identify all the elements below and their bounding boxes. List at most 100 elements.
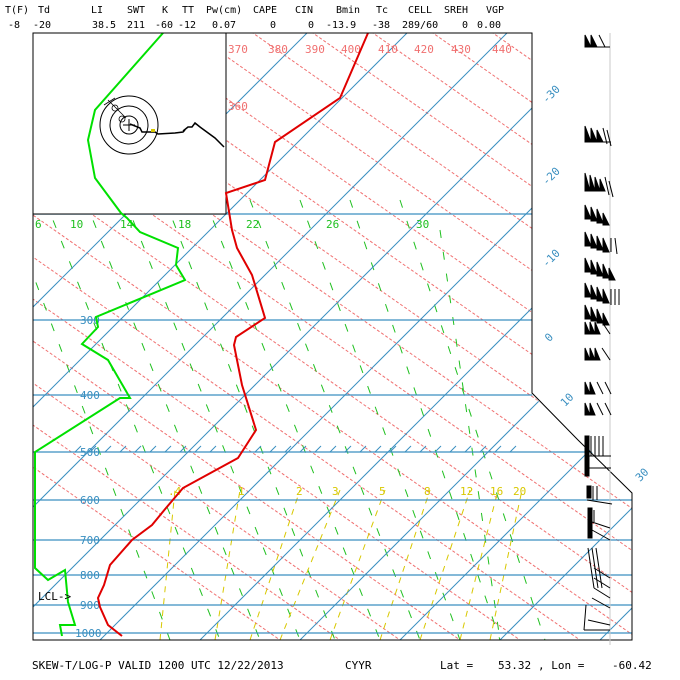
chart-title: SKEW-T/LOG-P VALID 1200 UTC 12/22/2013 <box>32 659 284 672</box>
label-cell: CELL <box>408 5 433 16</box>
wind-barb <box>584 34 610 48</box>
hodograph-trace <box>129 121 225 148</box>
svg-text:-30: -30 <box>540 83 563 106</box>
hodograph-ring-3 <box>99 95 159 155</box>
svg-text:430: 430 <box>451 43 471 56</box>
theta-e-labels: 6 10 14 18 22 26 30 <box>35 218 429 231</box>
label-td: Td <box>38 5 51 16</box>
wind-barb <box>584 321 611 335</box>
lon-value: -60.42 <box>612 659 652 672</box>
wind-barb <box>587 507 611 541</box>
wind-barb <box>584 402 612 416</box>
svg-text:500: 500 <box>80 446 100 459</box>
wind-barb <box>584 282 620 305</box>
svg-text:600: 600 <box>80 494 100 507</box>
value-cin: 0 <box>308 20 315 31</box>
svg-text:400: 400 <box>80 389 100 402</box>
svg-text:1000: 1000 <box>75 627 102 640</box>
label-cin: CIN <box>295 5 314 16</box>
svg-text:10: 10 <box>558 391 577 410</box>
value-li: 38.5 <box>92 20 117 31</box>
label-tf: T(F) <box>5 5 30 16</box>
mixing-ratio-lines <box>159 489 523 640</box>
svg-text:410: 410 <box>378 43 398 56</box>
svg-text:12: 12 <box>460 485 473 498</box>
value-swt: 211 <box>127 20 146 31</box>
lcl-label: LCL-> <box>38 590 71 603</box>
wind-barb <box>584 231 618 255</box>
svg-text:30: 30 <box>633 466 652 485</box>
svg-text:800: 800 <box>80 569 100 582</box>
svg-text:420: 420 <box>414 43 434 56</box>
hodograph-ring-2 <box>109 105 149 145</box>
svg-text:6: 6 <box>35 218 42 231</box>
label-tt: TT <box>182 5 195 16</box>
wind-barb <box>584 347 611 361</box>
lat-value: 53.32 <box>498 659 532 672</box>
wind-barb <box>584 257 616 281</box>
svg-text:370: 370 <box>228 43 248 56</box>
dewpoint-profile <box>34 32 187 637</box>
svg-text:1: 1 <box>238 485 245 498</box>
value-tt: -12 <box>178 20 197 31</box>
temperature-profile <box>96 32 369 637</box>
label-vgp: VGP <box>486 5 505 16</box>
svg-text:440: 440 <box>492 43 512 56</box>
wind-barb <box>584 304 610 326</box>
svg-text:30: 30 <box>416 218 429 231</box>
theta-labels: 370 380 390 400 410 420 430 440 360 <box>228 43 512 113</box>
stats-header: T(F) Td LI SWT K TT Pw(cm) CAPE CIN Bmin… <box>0 0 680 34</box>
wind-barb <box>584 435 611 477</box>
label-cape: CAPE <box>253 5 278 16</box>
svg-text:-20: -20 <box>540 165 563 188</box>
svg-text:16: 16 <box>490 485 503 498</box>
hodograph-ring-1 <box>119 115 139 135</box>
svg-text:22: 22 <box>246 218 259 231</box>
svg-text:18: 18 <box>178 218 191 231</box>
lon-label: , Lon = <box>538 659 585 672</box>
hodograph-inset <box>32 32 227 215</box>
value-sreh: 0 <box>462 20 469 31</box>
value-tc: -38 <box>372 20 391 31</box>
svg-text:390: 390 <box>305 43 325 56</box>
svg-text:8: 8 <box>424 485 431 498</box>
wind-barb <box>584 125 612 147</box>
svg-text:10: 10 <box>70 218 83 231</box>
station-id: CYYR <box>345 659 372 672</box>
isotherm-labels: -30 -20 -10 0 10 30 <box>540 83 652 484</box>
svg-text:300: 300 <box>80 314 100 327</box>
lat-label: Lat = <box>440 659 474 672</box>
svg-text:900: 900 <box>80 599 100 612</box>
value-cape: 0 <box>270 20 277 31</box>
wind-barb <box>584 381 612 395</box>
value-cell: 289/60 <box>402 20 439 31</box>
svg-text:14: 14 <box>120 218 134 231</box>
svg-text:20: 20 <box>513 485 526 498</box>
isobar-ticks-500 <box>74 445 517 453</box>
chart-footer: SKEW-T/LOG-P VALID 1200 UTC 12/22/2013 C… <box>0 655 680 675</box>
label-tc: Tc <box>376 5 389 16</box>
svg-text:26: 26 <box>326 218 339 231</box>
plot-frame <box>32 32 633 641</box>
value-td: -20 <box>33 20 52 31</box>
svg-text:5: 5 <box>379 485 386 498</box>
label-bmin: Bmin <box>336 5 361 16</box>
svg-text:3: 3 <box>332 485 339 498</box>
svg-text:-10: -10 <box>540 247 563 270</box>
pressure-labels: 1000 900 800 700 600 500 400 300 <box>75 314 102 640</box>
value-k: -60 <box>155 20 174 31</box>
svg-text:2: 2 <box>296 485 303 498</box>
label-swt: SWT <box>127 5 146 16</box>
value-pw: 0.07 <box>212 20 237 31</box>
label-pw: Pw(cm) <box>206 5 243 16</box>
label-sreh: SREH <box>444 5 469 16</box>
svg-text:400: 400 <box>341 43 361 56</box>
moist-adiabats <box>33 199 546 640</box>
mixing-ratio-labels: .4 1 2 3 5 8 12 16 20 <box>168 485 526 498</box>
wind-barbs <box>583 34 620 631</box>
svg-text:380: 380 <box>268 43 288 56</box>
value-bmin: -13.9 <box>326 20 357 31</box>
svg-text:700: 700 <box>80 534 100 547</box>
svg-text:360: 360 <box>228 100 248 113</box>
